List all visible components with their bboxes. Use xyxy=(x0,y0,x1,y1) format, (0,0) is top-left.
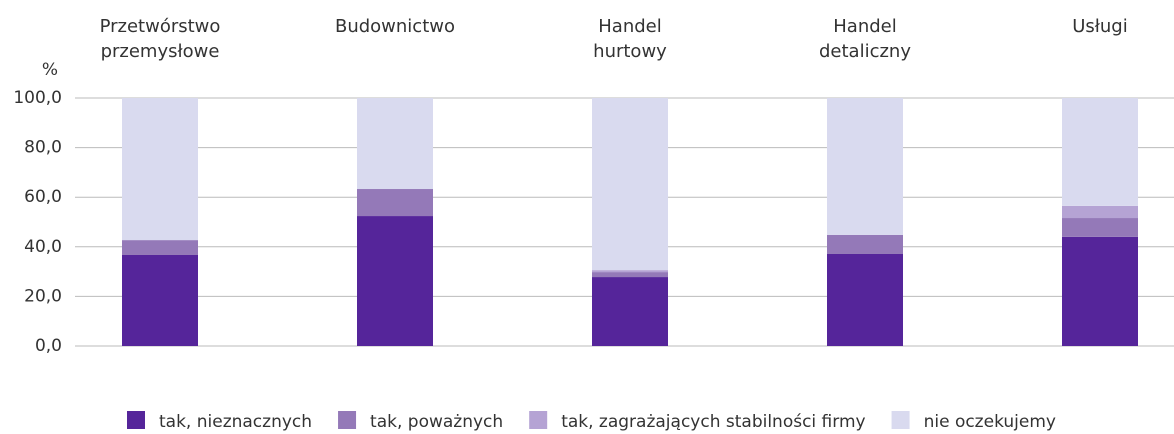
bar-segment xyxy=(1062,236,1138,346)
category-label: Handel hurtowy xyxy=(593,16,667,62)
bar-segment xyxy=(592,272,668,278)
legend-label: tak, nieznacznych xyxy=(159,412,312,432)
bar-segment xyxy=(592,277,668,346)
legend-swatch xyxy=(891,411,910,429)
y-tick-label: 20,0 xyxy=(24,286,62,306)
y-tick-label: 100,0 xyxy=(13,88,62,108)
bar-segment xyxy=(1062,218,1138,237)
bar-segment xyxy=(122,254,198,346)
legend-swatch xyxy=(338,411,357,429)
bar-segment xyxy=(592,98,668,271)
y-tick-label: 60,0 xyxy=(24,187,62,207)
bar-segment xyxy=(592,270,668,273)
category-label: Przetwórstwo przemysłowe xyxy=(99,16,221,62)
bar-segment xyxy=(357,216,433,346)
bar-segment xyxy=(827,234,903,254)
bar-segment xyxy=(1062,205,1138,219)
bar-segment xyxy=(122,98,198,241)
bar-segment xyxy=(827,253,903,346)
legend-swatch xyxy=(127,411,145,429)
y-tick-label: 0,0 xyxy=(35,336,62,356)
bar-segment xyxy=(357,189,433,217)
legend-label: nie oczekujemy xyxy=(924,412,1056,432)
bar-segment xyxy=(357,98,433,190)
y-axis-label: % xyxy=(42,60,58,80)
legend-swatch xyxy=(529,411,548,429)
category-label: Usługi xyxy=(1072,16,1128,37)
legend-label: tak, zagrażających stabilności firmy xyxy=(561,412,865,432)
bar-segment xyxy=(827,98,903,235)
bar-segment xyxy=(1062,98,1138,206)
legend-label: tak, poważnych xyxy=(370,412,503,432)
y-tick-label: 80,0 xyxy=(24,138,62,158)
category-label: Budownictwo xyxy=(334,16,455,37)
category-label: Handel detaliczny xyxy=(819,16,911,62)
bar-segment xyxy=(122,240,198,255)
y-tick-label: 40,0 xyxy=(24,237,62,257)
